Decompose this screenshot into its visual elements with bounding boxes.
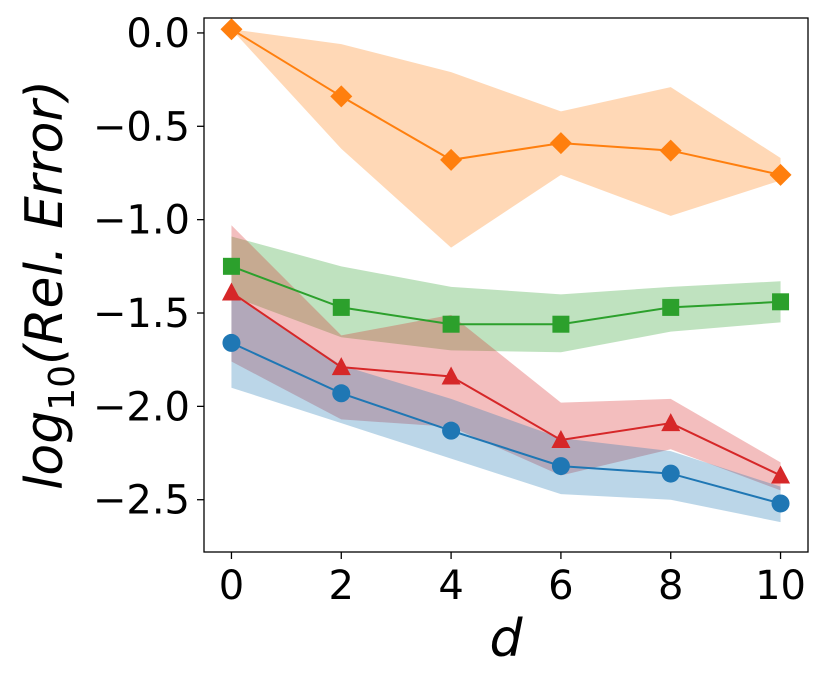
marker-blue-5: [771, 494, 790, 513]
marker-green-4: [662, 298, 680, 316]
marker-green-5: [772, 293, 790, 311]
marker-red-5: [771, 465, 791, 484]
marker-orange-5: [769, 163, 792, 186]
marker-green-0: [222, 257, 240, 275]
marker-blue-4: [661, 464, 680, 483]
marker-red-4: [661, 413, 681, 432]
marker-blue-0: [222, 333, 241, 352]
y-tick-label-3: −1.5: [93, 291, 190, 337]
marker-orange-3: [549, 132, 572, 155]
marker-blue-1: [332, 384, 351, 403]
x-axis-ticks: 0 2 4 6 8 10: [219, 552, 806, 609]
marker-blue-2: [442, 421, 461, 440]
marker-green-3: [552, 315, 570, 333]
plot-frame: [203, 17, 809, 553]
confidence-bands: [231, 29, 781, 523]
y-axis-label-rest: (Rel. Error): [15, 80, 75, 365]
band-red: [231, 225, 781, 491]
line-red: [230, 291, 781, 477]
x-tick-label-0: 0: [219, 563, 244, 609]
marker-green-2: [442, 315, 460, 333]
marker-red-2: [441, 366, 461, 385]
line-green: [231, 265, 781, 326]
series-lines: [230, 28, 781, 505]
marker-orange-1: [330, 85, 353, 108]
marker-red-0: [221, 282, 241, 301]
marker-red-3: [551, 429, 571, 448]
line-blue: [231, 341, 781, 505]
marker-red-1: [331, 357, 351, 376]
y-tick-label-2: −1.0: [93, 198, 190, 244]
y-tick-label-0: 0.0: [126, 11, 190, 57]
y-axis-ticks: 0.0 −0.5 −1.0 −1.5 −2.0 −2.5: [93, 11, 204, 524]
band-green: [231, 236, 781, 353]
y-tick-label-5: −2.5: [93, 478, 190, 524]
y-tick-label-1: −0.5: [93, 104, 190, 150]
y-axis-label: log10(Rel. Error): [15, 80, 83, 490]
marker-orange-0: [220, 18, 243, 41]
y-axis-label-base: log: [15, 411, 75, 490]
y-tick-label-4: −2.0: [93, 384, 190, 430]
band-orange: [231, 29, 781, 248]
x-axis-label: d: [489, 609, 523, 669]
x-tick-label-6: 6: [548, 563, 573, 609]
x-tick-label-10: 10: [755, 563, 806, 609]
marker-orange-4: [659, 139, 682, 162]
marker-blue-3: [551, 457, 570, 476]
x-tick-label-2: 2: [329, 563, 354, 609]
marker-green-1: [332, 298, 350, 316]
marker-orange-2: [440, 148, 463, 171]
x-tick-label-4: 4: [438, 563, 463, 609]
y-axis-label-subscript: 10: [42, 365, 83, 411]
line-orange: [230, 28, 781, 176]
x-tick-label-8: 8: [658, 563, 683, 609]
series-markers: [220, 18, 792, 513]
band-blue: [231, 294, 781, 523]
